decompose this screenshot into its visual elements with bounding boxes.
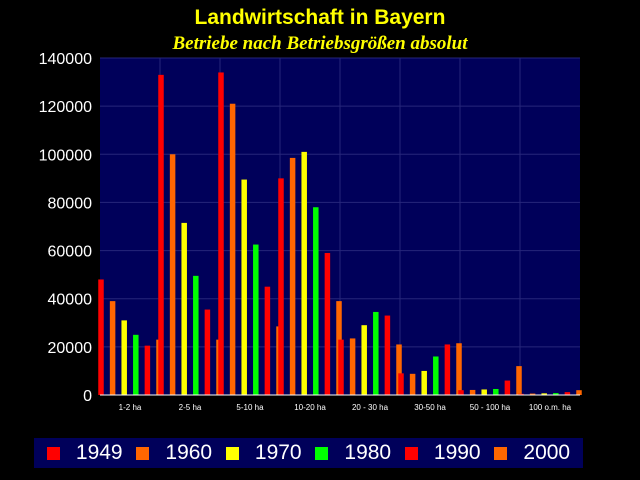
legend-item: 1980 [315, 441, 391, 465]
bar-1960 [169, 154, 176, 395]
bar-1960 [349, 338, 356, 395]
bar-1949 [398, 373, 404, 395]
bar-1960 [409, 373, 416, 395]
bar-1970 [181, 222, 187, 395]
bar-1949 [458, 390, 464, 395]
x-tick-label: 2-5 ha [179, 403, 202, 412]
x-axis-ticks: 1-2 ha 2-5 ha 5-10 ha 10-20 ha 20 - 30 ha 30-… [119, 403, 572, 412]
legend-item: 1960 [136, 441, 212, 465]
bar-1980 [553, 393, 559, 395]
bar-1980 [493, 388, 499, 395]
legend-label: 1980 [344, 441, 392, 464]
y-tick-label: 120000 [39, 99, 92, 116]
bar-1970 [421, 370, 427, 395]
bar-1970 [241, 179, 247, 395]
bar-1980 [373, 311, 379, 395]
bar-1970 [361, 325, 367, 395]
y-tick-label: 40000 [48, 292, 93, 309]
x-tick-label: 100 o.m. ha [529, 403, 572, 412]
bar-1990 [264, 286, 271, 395]
x-tick-label: 20 - 30 ha [352, 403, 389, 412]
bar-1949 [218, 72, 224, 395]
x-tick-label: 30-50 ha [414, 403, 446, 412]
y-tick-label: 100000 [39, 147, 92, 164]
y-axis-ticks: 0 20000 40000 60000 80000 100000 120000 140000 [39, 51, 92, 405]
bar-1980 [253, 244, 259, 395]
legend-item: 1970 [225, 441, 302, 465]
bar-1949 [338, 339, 344, 395]
bar-1990 [204, 309, 211, 395]
legend-swatch [225, 446, 239, 460]
x-tick-label: 50 - 100 ha [470, 403, 511, 412]
bar-2000 [516, 366, 522, 395]
legend-swatch [136, 446, 150, 460]
legend-swatch [315, 446, 329, 460]
bar-1960 [529, 393, 536, 395]
bar-2000 [396, 344, 402, 395]
y-tick-label: 80000 [48, 195, 93, 212]
bar-1980 [313, 207, 319, 395]
bar-1949 [158, 74, 164, 395]
bar-1970 [481, 389, 487, 395]
legend-label: 2000 [523, 441, 571, 464]
y-tick-label: 0 [83, 388, 92, 405]
bar-1960 [289, 157, 296, 395]
bar-2000 [456, 343, 462, 395]
bar-1960 [109, 301, 116, 395]
chart-subtitle: Betriebe nach Betriebsgrößen absolut [172, 33, 468, 54]
bar-1949 [518, 393, 524, 395]
legend-item: 1949 [46, 441, 123, 465]
y-tick-label: 20000 [48, 340, 93, 357]
x-tick-label: 10-20 ha [294, 403, 326, 412]
legend-label: 1960 [165, 441, 213, 464]
legend-swatch [46, 446, 60, 460]
legend-label: 1949 [75, 441, 123, 464]
y-tick-label: 140000 [39, 51, 92, 68]
legend-label: 1970 [254, 441, 302, 464]
bar-1970 [541, 393, 547, 395]
legend-swatch [494, 446, 508, 460]
legend-item: 2000 [494, 441, 570, 465]
bar-1980 [133, 334, 139, 395]
bar-1990 [144, 345, 151, 395]
bar-1960 [469, 389, 476, 395]
bar-1990 [384, 315, 391, 395]
bar-1949 [98, 279, 104, 395]
bar-chart: 020000400006000080000100000120000140000 … [39, 51, 582, 412]
bar-1990 [504, 380, 511, 395]
bar-1990 [444, 344, 451, 395]
legend-label: 1990 [433, 441, 481, 464]
x-tick-label: 5-10 ha [236, 403, 264, 412]
bar-2000 [576, 390, 582, 395]
bar-1980 [193, 275, 199, 395]
bar-1949 [278, 178, 284, 395]
bars [98, 72, 582, 395]
bar-1970 [121, 320, 127, 395]
y-tick-label: 60000 [48, 244, 93, 261]
bar-1990 [324, 252, 331, 395]
bar-1970 [301, 151, 307, 395]
legend-swatch [404, 446, 418, 460]
chart-title: Landwirtschaft in Bayern [194, 6, 446, 29]
bar-1980 [433, 356, 439, 395]
x-tick-label: 1-2 ha [119, 403, 142, 412]
legend-item: 1990 [404, 441, 481, 465]
legend: 1949 1960 1970 1980 1990 2000 [34, 438, 583, 468]
bar-1990 [564, 392, 571, 395]
bar-1960 [229, 103, 236, 395]
